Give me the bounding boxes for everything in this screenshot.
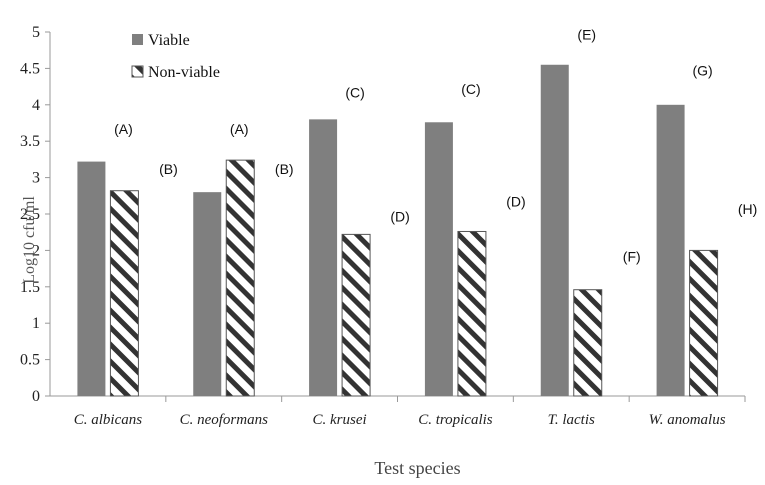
category-label: C. albicans: [74, 412, 142, 428]
y-tick-label: 3: [32, 170, 40, 187]
y-tick-label: 1: [32, 315, 40, 332]
category-label: C. neoformans: [180, 412, 269, 428]
legend-swatch-viable: [132, 34, 143, 45]
legend: Viable Non-viable: [131, 32, 220, 81]
bar-viable: [656, 104, 685, 397]
bar-viable: [193, 192, 222, 396]
bar-nonviable: [689, 249, 719, 397]
annotation-viable: (E): [577, 26, 596, 42]
annotation-viable: (G): [692, 63, 712, 79]
bars-group: [77, 64, 719, 397]
annotation-viable: (A): [230, 121, 249, 137]
bar-viable: [540, 64, 569, 396]
annotation-viable: (C): [345, 85, 364, 101]
annotation-viable: (A): [114, 121, 133, 137]
category-label: C. tropicalis: [418, 412, 493, 428]
annotation-nonviable: (H): [738, 201, 757, 217]
bar-nonviable: [225, 159, 255, 397]
legend-swatch-nonviable: [131, 65, 144, 78]
legend-label-nonviable: Non-viable: [148, 64, 220, 81]
y-tick-label: 3.5: [20, 133, 40, 150]
y-tick-label: 4.5: [20, 60, 40, 77]
category-label: T. lactis: [548, 412, 595, 428]
bar-nonviable: [109, 190, 139, 397]
annotation-nonviable: (D): [506, 194, 525, 210]
category-label: C. krusei: [312, 412, 366, 428]
bar-viable: [424, 122, 453, 396]
y-tick-label: 0.5: [20, 352, 40, 369]
annotations-group: (A) (B) (A) (B) (C) (D) (C) (D) (E) (F) (G) (H): [114, 26, 757, 264]
y-axis-title: Log10 cfu/ml: [21, 196, 38, 284]
legend-label-viable: Viable: [148, 32, 190, 49]
y-tick-label: 2.5: [20, 206, 40, 223]
bar-nonviable: [457, 230, 487, 397]
category-label: W. anomalus: [649, 412, 726, 428]
annotation-nonviable: (B): [275, 161, 294, 177]
annotation-nonviable: (D): [390, 208, 409, 224]
y-tick-label: 1.5: [20, 279, 40, 296]
annotation-viable: (C): [461, 81, 480, 97]
bar-viable: [309, 119, 338, 397]
annotation-nonviable: (B): [159, 161, 178, 177]
labels-group: C. albicans C. neoformans C. krusei C. trop…: [21, 196, 726, 478]
y-tick-label: 0: [32, 388, 40, 405]
bar-viable: [77, 161, 106, 396]
y-tick-label: 4: [32, 97, 40, 114]
annotation-nonviable: (F): [623, 248, 641, 264]
bar-nonviable: [573, 289, 603, 397]
x-axis-title: Test species: [374, 458, 460, 478]
y-tick-label: 5: [32, 24, 40, 41]
bar-nonviable: [341, 233, 371, 397]
axes: 0 0.5 1 1.5 2 2.5 3 3.5 4 4.5 5: [20, 24, 746, 405]
y-tick-label: 2: [32, 242, 40, 259]
